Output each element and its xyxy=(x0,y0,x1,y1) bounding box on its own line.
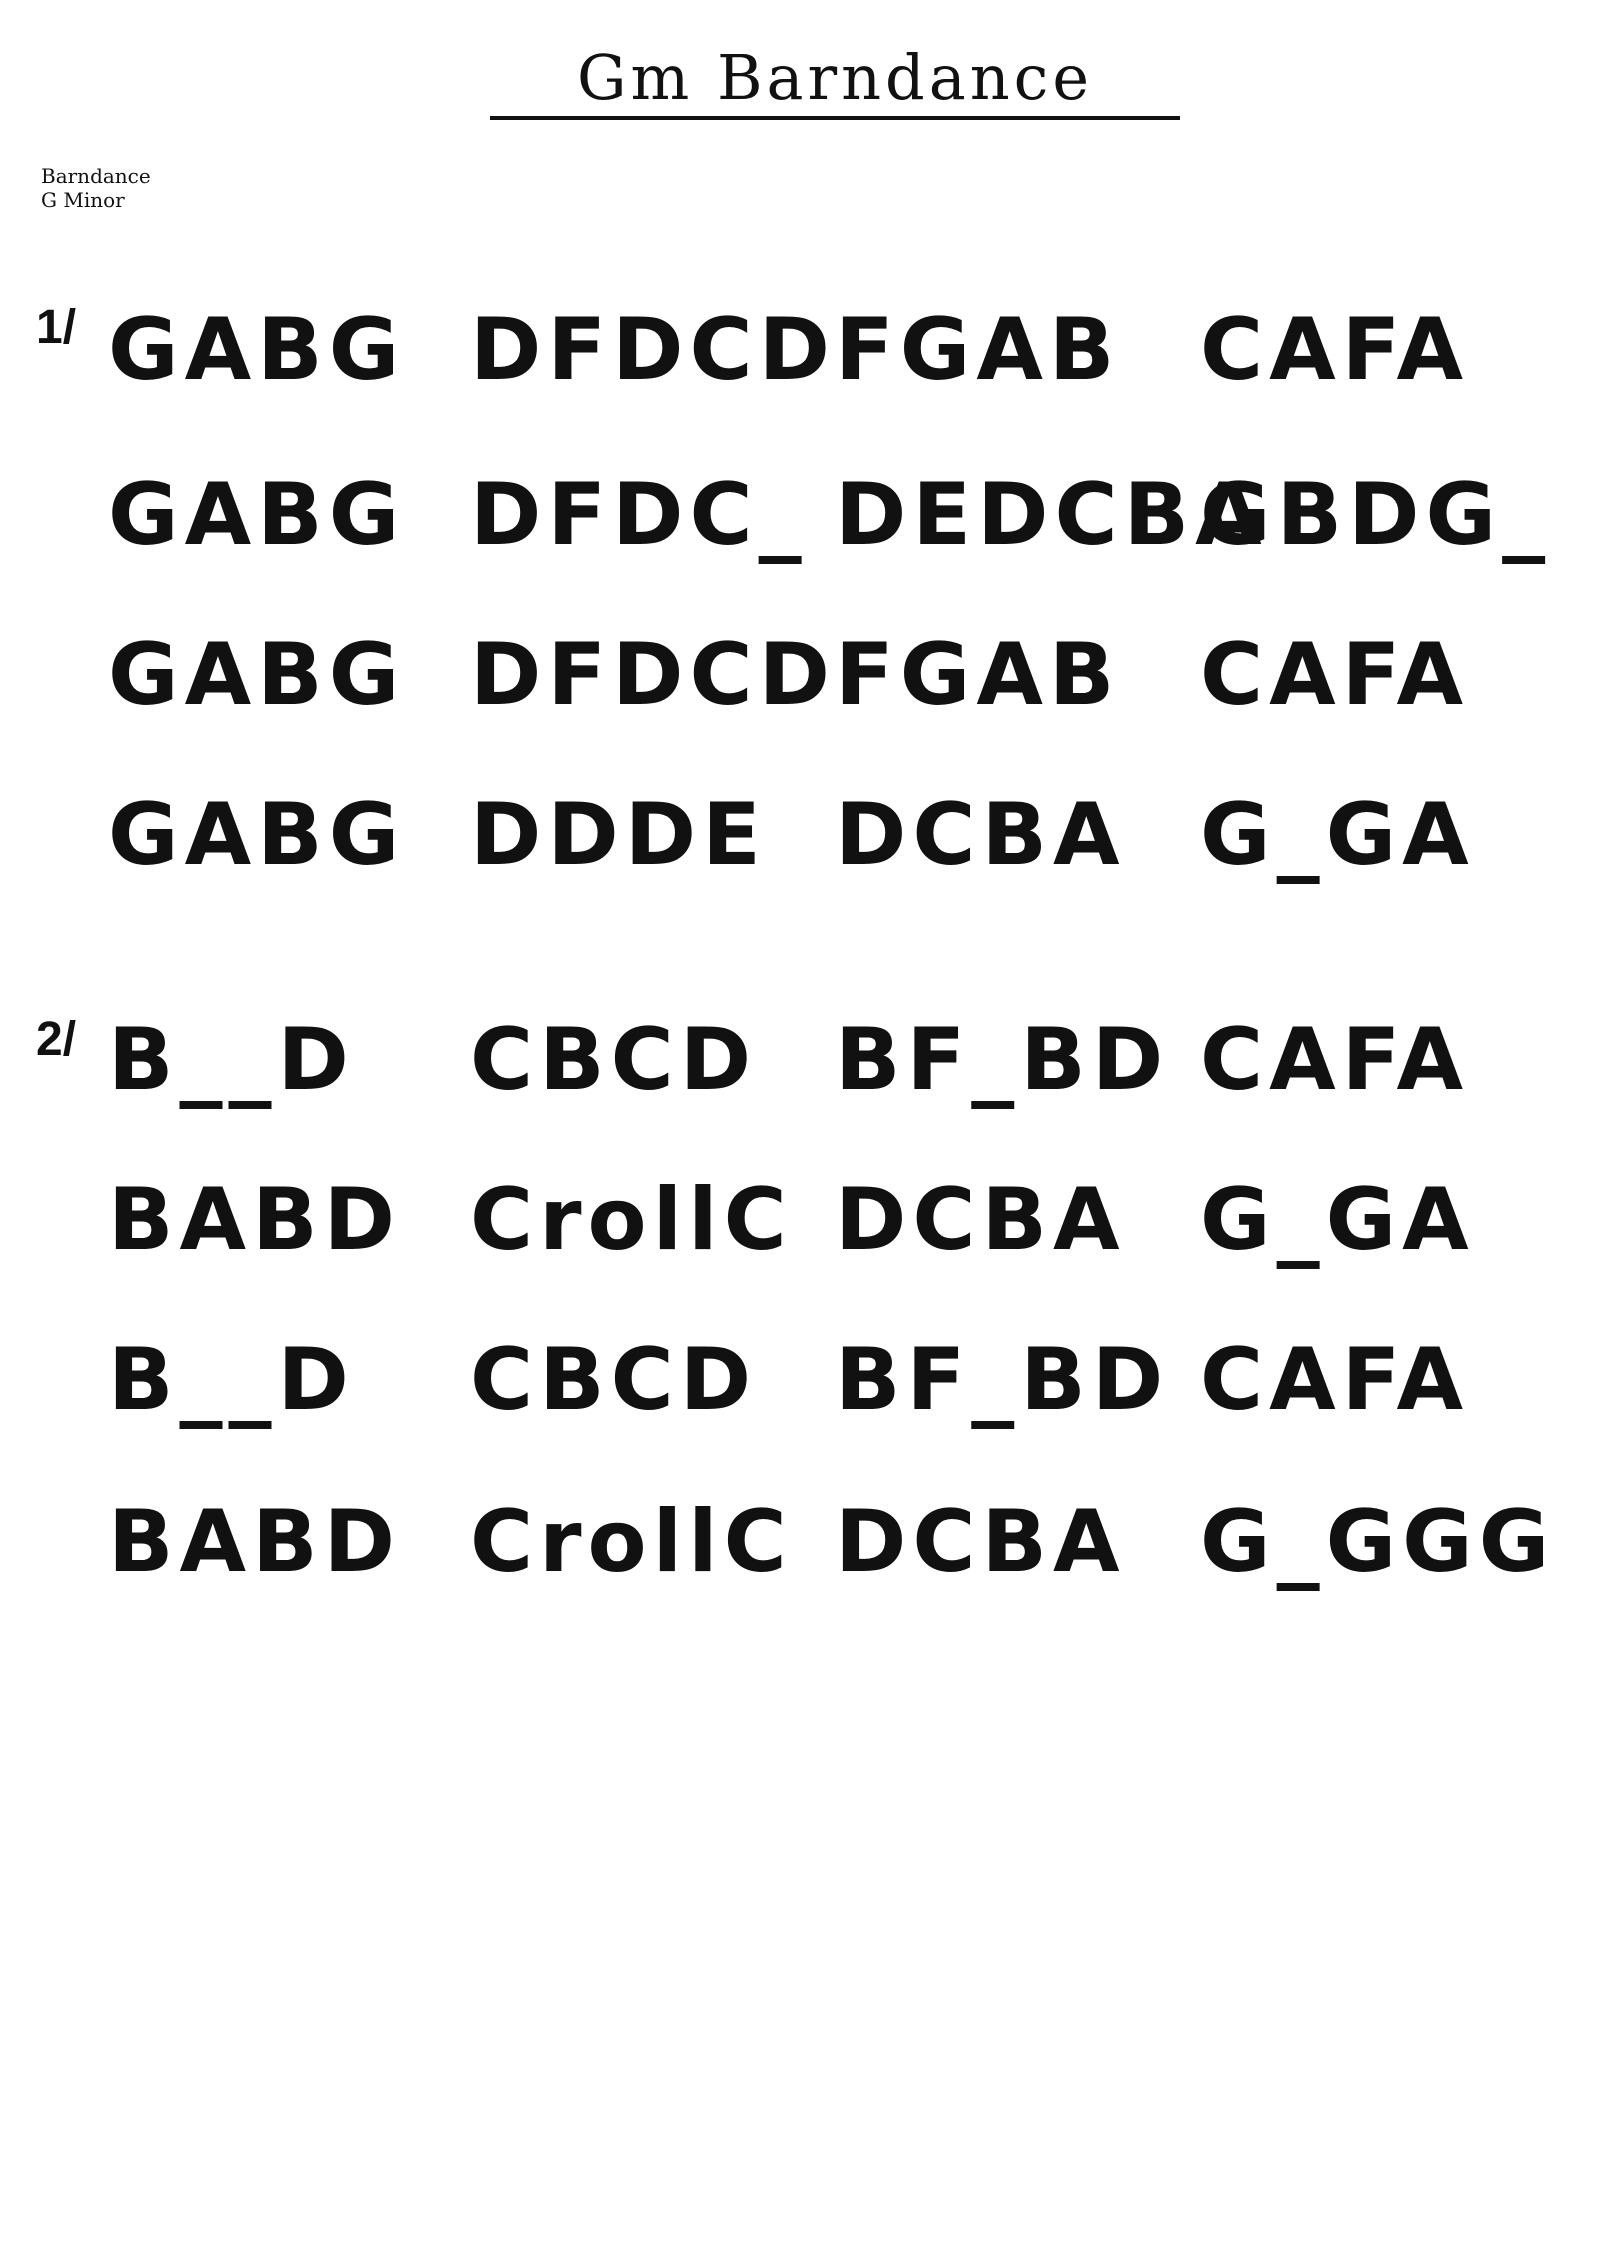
part-2-line-2: BABD CrollC DCBA G_GA xyxy=(0,1165,1606,1275)
tune-key: G Minor xyxy=(41,188,125,212)
part-2-line-4: BABD CrollC DCBA G_GGG xyxy=(0,1487,1606,1597)
bar: CrollC xyxy=(470,1492,793,1592)
bar: B__D xyxy=(108,1330,355,1430)
bar: BABD xyxy=(108,1170,402,1270)
bar: DDDE xyxy=(470,785,767,885)
bar: DEDCBA xyxy=(835,465,1268,565)
tune-meta: Barndance G Minor xyxy=(41,164,151,212)
bar: GABG xyxy=(108,300,406,400)
bar: B__D xyxy=(108,1010,355,1110)
bar: DCBA xyxy=(835,1492,1126,1592)
title-underline xyxy=(490,116,1180,120)
bar: GABG xyxy=(108,465,406,565)
bar: DCBA xyxy=(835,1170,1126,1270)
bar: CBCD xyxy=(470,1010,758,1110)
bar: FGAB xyxy=(835,625,1121,725)
bar: CAFA xyxy=(1200,625,1470,725)
bar: FGAB xyxy=(835,300,1121,400)
bar: BABD xyxy=(108,1492,402,1592)
part-2-line-3: B__D CBCD BF_BD CAFA xyxy=(0,1325,1606,1435)
bar: CAFA xyxy=(1200,1330,1470,1430)
bar: DFDC_ xyxy=(470,465,808,565)
bar: GABG xyxy=(108,625,406,725)
part-1-line-1: GABG DFDCD FGAB CAFA xyxy=(0,295,1606,405)
bar: CrollC xyxy=(470,1170,793,1270)
bar: G_GA xyxy=(1200,1170,1475,1270)
part-2-line-1: B__D CBCD BF_BD CAFA xyxy=(0,1005,1606,1115)
part-1-line-2: GABG DFDC_ DEDCBA GBDG_ xyxy=(0,460,1606,570)
bar: DCBA xyxy=(835,785,1126,885)
bar: G_GGG xyxy=(1200,1492,1556,1592)
bar: CAFA xyxy=(1200,1010,1470,1110)
bar: G_GA xyxy=(1200,785,1475,885)
tune-type: Barndance xyxy=(41,164,151,188)
bar: CAFA xyxy=(1200,300,1470,400)
bar: GABG xyxy=(108,785,406,885)
bar: DFDCD xyxy=(470,300,837,400)
part-1-line-3: GABG DFDCD FGAB CAFA xyxy=(0,620,1606,730)
part-1-line-4: GABG DDDE DCBA G_GA xyxy=(0,780,1606,890)
bar: DFDCD xyxy=(470,625,837,725)
bar: CBCD xyxy=(470,1330,758,1430)
bar: GBDG_ xyxy=(1200,465,1552,565)
part-2-marker: 2/ xyxy=(36,1013,77,1066)
bar: BF_BD xyxy=(835,1010,1170,1110)
part-1-marker: 1/ xyxy=(36,301,77,354)
bar: BF_BD xyxy=(835,1330,1170,1430)
tune-title: Gm Barndance xyxy=(576,41,1094,114)
